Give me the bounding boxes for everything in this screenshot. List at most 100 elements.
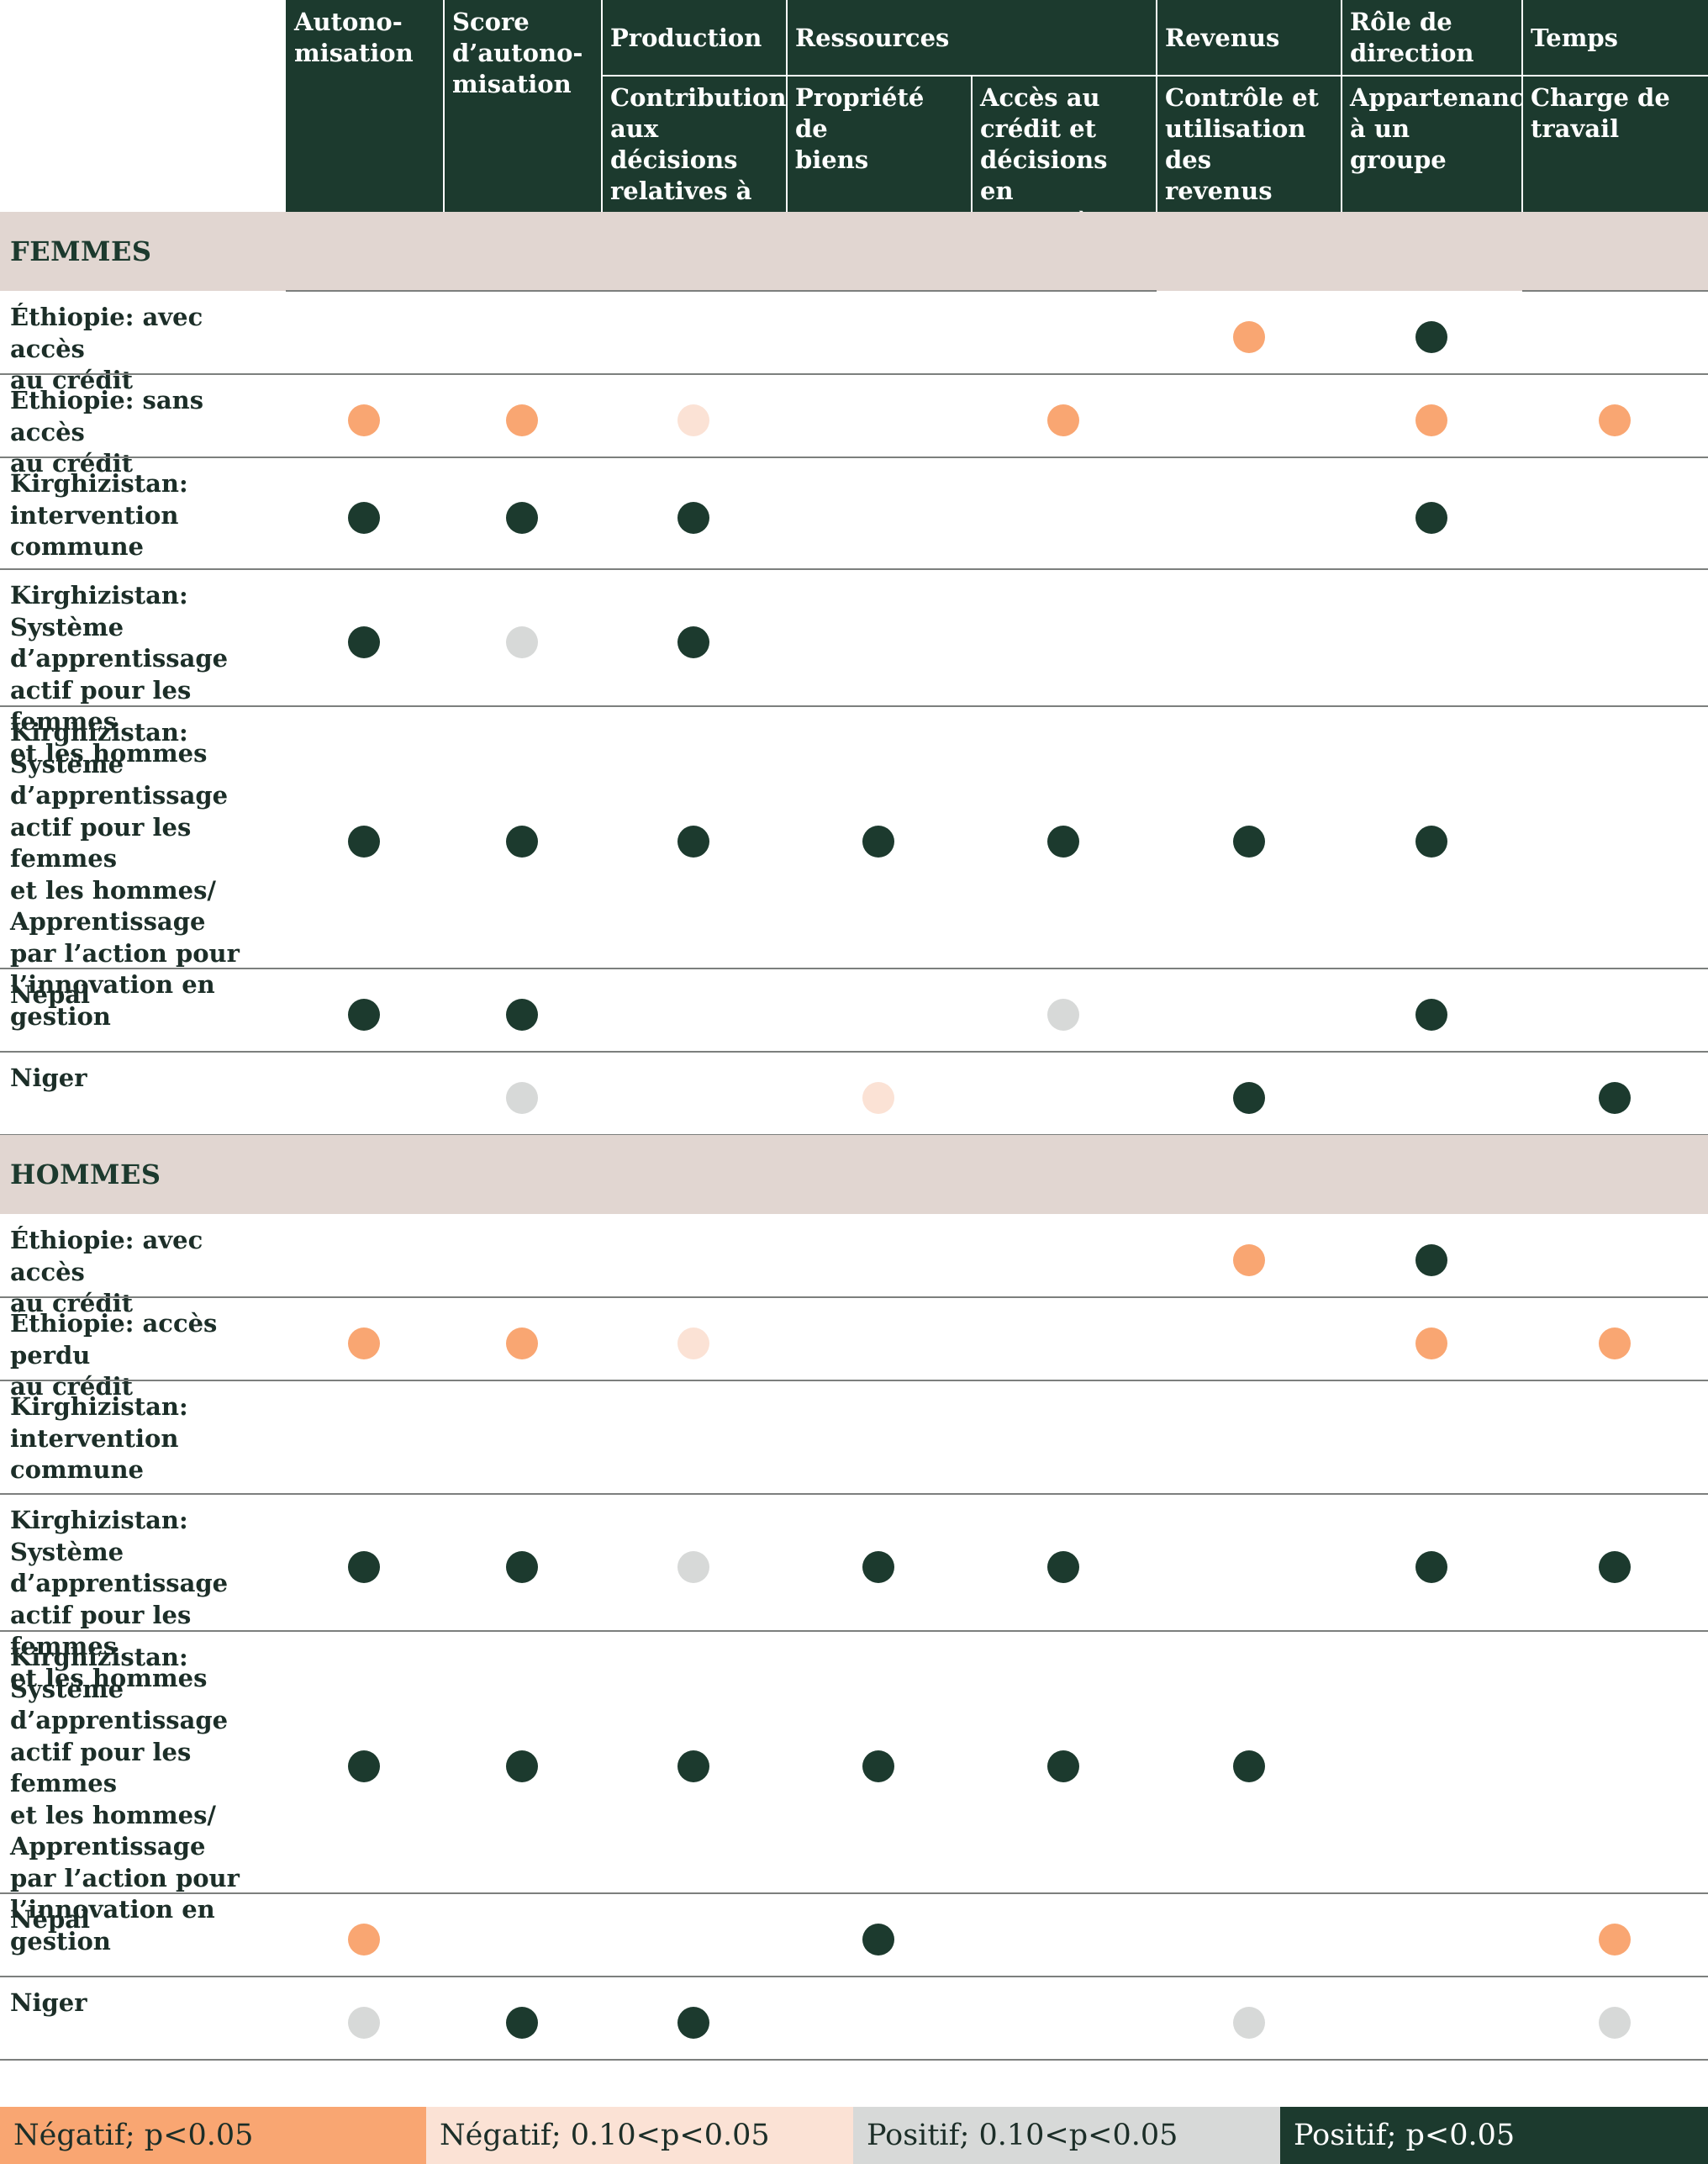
section-header: HOMMES xyxy=(0,1135,1708,1214)
significance-dot-pos-sig xyxy=(1415,1243,1447,1276)
significance-dot-pos-weak xyxy=(1599,2006,1631,2039)
row-divider xyxy=(0,1296,1708,1298)
significance-dot-pos-sig xyxy=(506,1550,538,1583)
significance-dot-pos-sig xyxy=(677,1750,709,1782)
header-controle-revenus: Contrôle et utilisation des revenus xyxy=(1157,76,1342,212)
significance-dot-pos-sig xyxy=(677,501,709,534)
row-divider xyxy=(0,1976,1708,1977)
header-autonomisation: Autono- misation xyxy=(286,0,444,212)
row-label: Éthiopie: accès perdu au crédit xyxy=(10,1309,218,1401)
significance-dot-neg-sig xyxy=(1233,320,1265,353)
significance-dot-neg-sig xyxy=(1599,1327,1631,1359)
row-label: Kirghizistan: intervention commune xyxy=(10,469,188,561)
row-divider xyxy=(0,1892,1708,1894)
legend-positive-significant-label: Positif; p<0.05 xyxy=(1294,2119,1516,2152)
significance-dot-pos-sig xyxy=(506,1750,538,1782)
row-label: Kirghizistan: Système d’apprentissage ac… xyxy=(10,718,240,1031)
significance-dot-pos-sig xyxy=(348,998,380,1031)
significance-dot-pos-sig xyxy=(506,826,538,858)
significance-dot-neg-sig xyxy=(1233,1243,1265,1276)
significance-dot-pos-sig xyxy=(348,501,380,534)
row-label: Niger xyxy=(10,1988,87,2017)
significance-dot-neg-weak xyxy=(677,404,709,436)
legend-negative-weak: Négatif; 0.10<p<0.05 xyxy=(426,2107,853,2164)
row-divider xyxy=(0,968,1708,969)
legend-negative-weak-label: Négatif; 0.10<p<0.05 xyxy=(440,2119,770,2152)
significance-dot-neg-sig xyxy=(506,1327,538,1359)
section-label: FEMMES xyxy=(10,235,152,267)
significance-dot-pos-sig xyxy=(1599,1081,1631,1114)
header-propriete: Propriété de biens xyxy=(787,76,972,212)
header-divider xyxy=(1521,0,1523,212)
significance-dot-pos-sig xyxy=(506,2006,538,2039)
significance-dot-pos-sig xyxy=(1047,1550,1079,1583)
row-label: Kirghizistan: Système d’apprentissage ac… xyxy=(10,1506,229,1692)
section-header: FEMMES xyxy=(0,212,1708,291)
row-label: Kirghizistan: Système d’apprentissage ac… xyxy=(10,1643,240,1956)
header-divider xyxy=(443,0,445,212)
header-divider xyxy=(601,0,603,212)
significance-dot-neg-sig xyxy=(1047,404,1079,436)
significance-dot-pos-sig xyxy=(1415,501,1447,534)
significance-dot-pos-sig xyxy=(1047,1750,1079,1782)
row-label: Kirghizistan: Système d’apprentissage ac… xyxy=(10,581,229,768)
significance-dot-pos-sig xyxy=(348,826,380,858)
significance-dot-neg-sig xyxy=(1415,1327,1447,1359)
significance-dot-pos-sig xyxy=(1415,1550,1447,1583)
row-label: Kirghizistan: intervention commune xyxy=(10,1392,188,1484)
header-group-revenus: Revenus xyxy=(1157,0,1342,76)
row-label: Népal xyxy=(10,1905,91,1934)
row-divider xyxy=(0,1051,1708,1053)
row-label: Éthiopie: avec accès au crédit xyxy=(10,1226,203,1317)
legend-positive-weak: Positif; 0.10<p<0.05 xyxy=(853,2107,1280,2164)
significance-dot-neg-sig xyxy=(1599,404,1631,436)
row-divider xyxy=(0,1493,1708,1495)
significance-dot-pos-sig xyxy=(506,998,538,1031)
section-divider xyxy=(286,290,1157,292)
row-divider xyxy=(0,457,1708,458)
significance-dot-pos-sig xyxy=(862,1750,894,1782)
section-divider xyxy=(1522,290,1708,292)
significance-dot-pos-weak xyxy=(1233,2006,1265,2039)
header-group-production-label: Production xyxy=(610,23,762,52)
header-group-temps: Temps xyxy=(1522,0,1708,76)
header-group-ressources: Ressources xyxy=(787,0,1157,76)
significance-dot-neg-sig xyxy=(1599,1923,1631,1956)
row-divider xyxy=(0,1380,1708,1381)
significance-dot-pos-sig xyxy=(1233,1750,1265,1782)
significance-dot-pos-sig xyxy=(862,1550,894,1583)
significance-dot-pos-sig xyxy=(1047,826,1079,858)
header-divider xyxy=(1156,0,1157,212)
row-divider xyxy=(0,2059,1708,2061)
section-label: HOMMES xyxy=(10,1159,161,1190)
significance-dot-pos-sig xyxy=(348,1550,380,1583)
significance-dot-pos-sig xyxy=(862,826,894,858)
significance-dot-pos-weak xyxy=(677,1550,709,1583)
significance-dot-pos-sig xyxy=(862,1923,894,1956)
header-divider xyxy=(786,0,788,212)
header-divider xyxy=(1341,0,1342,212)
significance-dot-neg-sig xyxy=(348,1327,380,1359)
significance-dot-pos-weak xyxy=(506,1081,538,1114)
legend-positive-significant: Positif; p<0.05 xyxy=(1280,2107,1708,2164)
significance-dot-pos-sig xyxy=(1233,826,1265,858)
significance-dot-pos-sig xyxy=(1233,1081,1265,1114)
row-label: Éthiopie: avec accès au crédit xyxy=(10,303,203,394)
row-divider xyxy=(0,373,1708,375)
legend-negative-significant: Négatif; p<0.05 xyxy=(0,2107,426,2164)
significance-dot-pos-sig xyxy=(1415,998,1447,1031)
significance-dot-pos-sig xyxy=(506,501,538,534)
significance-dot-neg-weak xyxy=(862,1081,894,1114)
significance-dot-pos-sig xyxy=(677,2006,709,2039)
significance-dot-pos-sig xyxy=(1415,320,1447,353)
row-label: Éthiopie: sans accès au crédit xyxy=(10,386,204,478)
header-group-temps-label: Temps xyxy=(1531,23,1618,52)
header-divider xyxy=(602,75,1708,77)
significance-dot-neg-sig xyxy=(348,1923,380,1956)
header-group-role: Rôle de direction xyxy=(1342,0,1522,76)
significance-dot-pos-sig xyxy=(348,1750,380,1782)
significance-dot-pos-sig xyxy=(1415,826,1447,858)
row-label: Népal xyxy=(10,980,91,1009)
significance-dot-pos-sig xyxy=(677,625,709,658)
